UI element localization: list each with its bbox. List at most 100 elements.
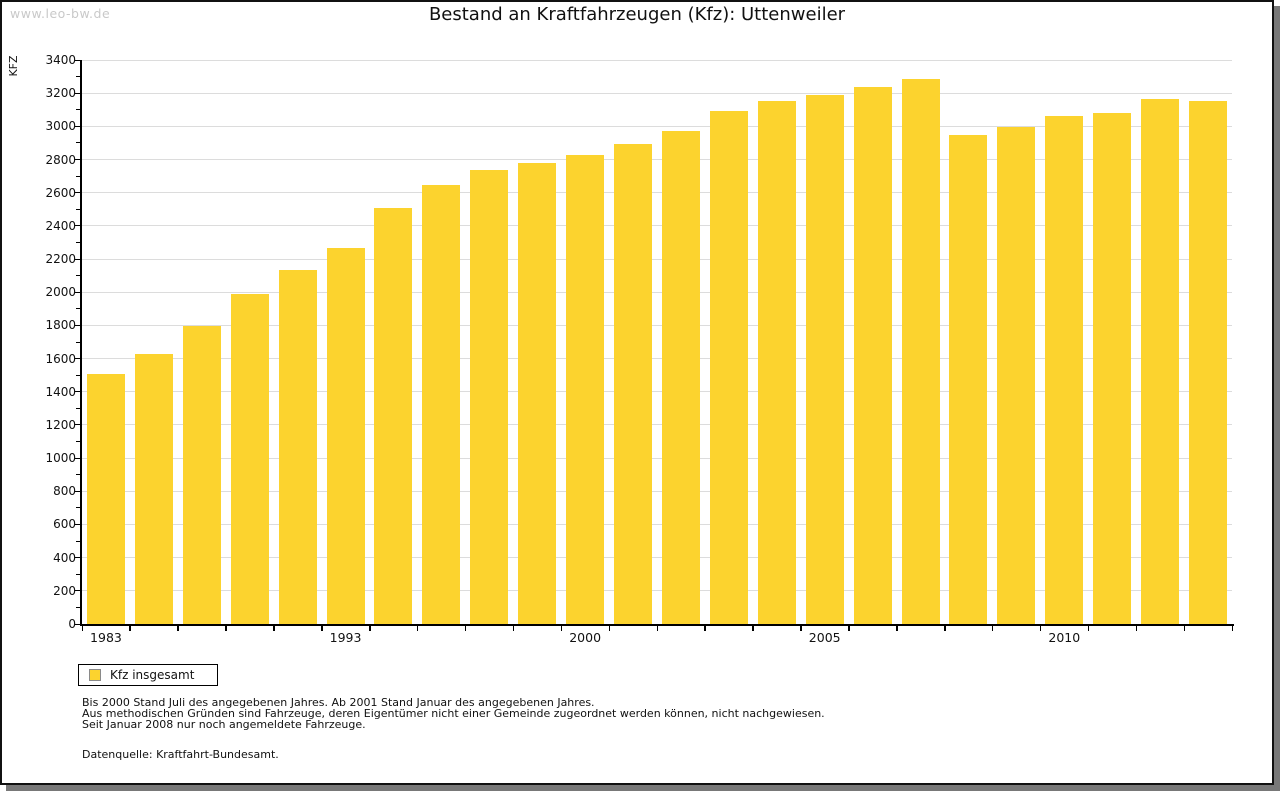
bar-2007 [901, 79, 940, 624]
x-tick [1087, 626, 1090, 631]
y-tick-label: 2200 [45, 252, 76, 267]
y-tick-label: 1600 [45, 351, 76, 366]
y-tick-label: 1000 [45, 451, 76, 466]
y-major-tick [74, 623, 80, 625]
x-tick-label: 1983 [90, 630, 122, 645]
x-tick [129, 626, 131, 631]
y-tick-label: 200 [53, 583, 76, 598]
y-major-tick [74, 92, 80, 94]
gridline [82, 490, 1232, 492]
y-minor-tick [76, 109, 80, 111]
x-tick [177, 626, 179, 631]
y-major-tick [74, 457, 80, 459]
y-minor-tick [76, 573, 80, 575]
y-tick-label: 3200 [45, 86, 76, 101]
x-tick [991, 626, 994, 631]
x-tick-label: 2010 [1048, 630, 1081, 645]
legend-swatch [89, 669, 101, 681]
y-minor-tick [76, 606, 80, 608]
x-tick [464, 626, 467, 631]
x-tick [848, 626, 850, 631]
y-major-tick [74, 490, 80, 492]
y-tick-label: 2800 [45, 152, 76, 167]
x-tick [560, 626, 563, 631]
y-major-tick [74, 125, 80, 127]
y-tick-label: 1400 [45, 384, 76, 399]
y-axis-line [80, 60, 82, 626]
x-tick [896, 626, 898, 631]
gridline [82, 92, 1232, 94]
x-tick [512, 626, 515, 631]
x-tick [1231, 626, 1233, 631]
bar-1991 [278, 269, 317, 624]
gridline [82, 424, 1232, 426]
gridline [82, 557, 1232, 559]
y-tick-label: 2600 [45, 185, 76, 200]
y-minor-tick [76, 341, 80, 343]
bar-1989 [230, 293, 269, 624]
legend: Kfz insgesamt [78, 664, 218, 686]
y-major-tick [74, 590, 80, 592]
y-minor-tick [76, 142, 80, 144]
y-major-tick [74, 358, 80, 360]
y-major-tick [74, 59, 80, 61]
bar-2003 [709, 110, 748, 624]
x-tick [369, 626, 371, 631]
bar-2010 [1045, 116, 1084, 624]
y-major-tick [74, 258, 80, 260]
x-tick [704, 626, 706, 631]
y-minor-tick [76, 275, 80, 277]
bar-2011 [1093, 113, 1132, 624]
bar-1999 [518, 162, 557, 624]
gridline [82, 125, 1232, 127]
x-axis-line [80, 624, 1234, 626]
gridline [82, 324, 1232, 326]
y-minor-tick [76, 241, 80, 243]
y-tick-label: 1200 [45, 417, 76, 432]
y-minor-tick [76, 374, 80, 376]
x-tick [1039, 626, 1042, 631]
y-major-tick [74, 324, 80, 326]
x-tick [944, 626, 946, 631]
x-tick [800, 626, 802, 631]
y-minor-tick [76, 76, 80, 78]
x-tick [81, 626, 83, 631]
x-tick-label: 2005 [808, 630, 841, 645]
y-tick-label: 0 [68, 617, 76, 631]
y-tick-label: 600 [53, 517, 76, 532]
gridline [82, 258, 1232, 260]
gridline [82, 291, 1232, 293]
watermark: www.leo-bw.de [10, 6, 111, 21]
gridline [82, 391, 1232, 393]
bar-2001 [614, 143, 653, 624]
bar-2008 [949, 135, 988, 624]
bar-2013 [1189, 100, 1228, 624]
y-tick-label: 1800 [45, 318, 76, 333]
y-tick-label: 2400 [45, 218, 76, 233]
footnote-line: Aus methodischen Gründen sind Fahrzeuge,… [82, 707, 825, 720]
bar-2006 [853, 87, 892, 624]
data-source: Datenquelle: Kraftfahrt-Bundesamt. [82, 748, 279, 761]
legend-label: Kfz insgesamt [110, 668, 195, 682]
y-tick-label: 2000 [45, 285, 76, 300]
gridline [82, 159, 1232, 161]
bar-1983 [86, 374, 125, 624]
x-tick [1183, 626, 1186, 631]
bar-1998 [470, 170, 509, 624]
y-major-tick [74, 159, 80, 161]
bar-2000 [566, 154, 605, 624]
x-tick [321, 626, 323, 631]
y-minor-tick [76, 175, 80, 177]
y-major-tick [74, 192, 80, 194]
bar-2002 [661, 130, 700, 624]
x-tick [752, 626, 754, 631]
bar-1985 [134, 353, 173, 624]
x-tick [656, 626, 658, 631]
gridline [82, 59, 1232, 61]
x-tick [273, 626, 275, 631]
x-tick-label: 2000 [569, 630, 602, 645]
y-tick-label: 400 [53, 550, 76, 565]
x-tick [225, 626, 227, 631]
y-major-tick [74, 424, 80, 426]
